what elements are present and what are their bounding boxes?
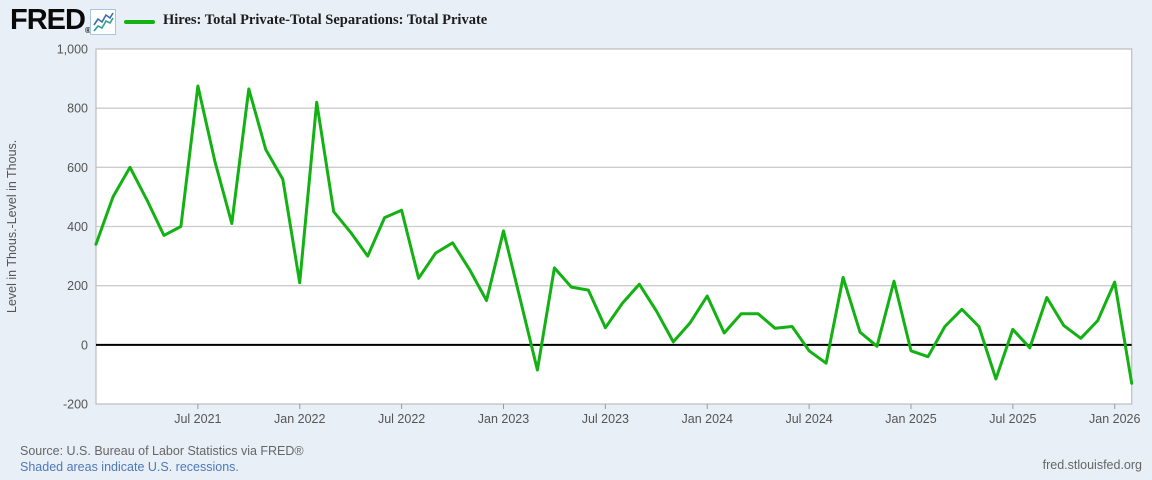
y-tick-label: 1,000 <box>57 43 88 57</box>
y-tick-label: 800 <box>67 102 88 116</box>
fred-site-link[interactable]: fred.stlouisfed.org <box>1042 458 1142 472</box>
data-series-line <box>94 84 1134 385</box>
plot-border <box>95 48 1133 405</box>
y-tick-label: -200 <box>63 398 88 412</box>
fred-logo[interactable]: FRED® <box>10 4 91 37</box>
y-tick-label: 200 <box>67 279 88 293</box>
line-chart-svg: 1,000 800 600 400 200 0 -200 Jul 2021 Jan 2022 Ju… <box>57 43 1141 427</box>
x-tick-label: Jan 2022 <box>274 412 325 426</box>
x-tick-label: Jan 2023 <box>478 412 529 426</box>
source-note: Source: U.S. Bureau of Labor Statistics … <box>20 444 304 458</box>
legend-line-swatch <box>124 19 155 24</box>
x-tick-label: Jul 2024 <box>785 412 832 426</box>
x-tick-label: Jan 2026 <box>1089 412 1140 426</box>
x-tick-label: Jul 2025 <box>989 412 1036 426</box>
legend-series-label: Hires: Total Private-Total Separations: … <box>163 12 488 28</box>
y-tick-label: 400 <box>67 220 88 234</box>
y-tick-label: 0 <box>81 338 88 352</box>
x-tick-label: Jul 2023 <box>582 412 629 426</box>
registered-trademark-icon: ® <box>84 26 91 35</box>
recession-note-link[interactable]: Shaded areas indicate U.S. recessions. <box>20 460 239 474</box>
chart-legend: Hires: Total Private-Total Separations: … <box>124 12 487 29</box>
fred-logo-text: FRED <box>10 4 86 36</box>
sparkline-icon <box>90 9 116 35</box>
x-tick-label: Jan 2024 <box>682 412 733 426</box>
x-tick-label: Jan 2025 <box>885 412 936 426</box>
x-tick-label: Jul 2021 <box>174 412 221 426</box>
y-tick-label: 600 <box>67 161 88 175</box>
x-tick-label: Jul 2022 <box>378 412 425 426</box>
